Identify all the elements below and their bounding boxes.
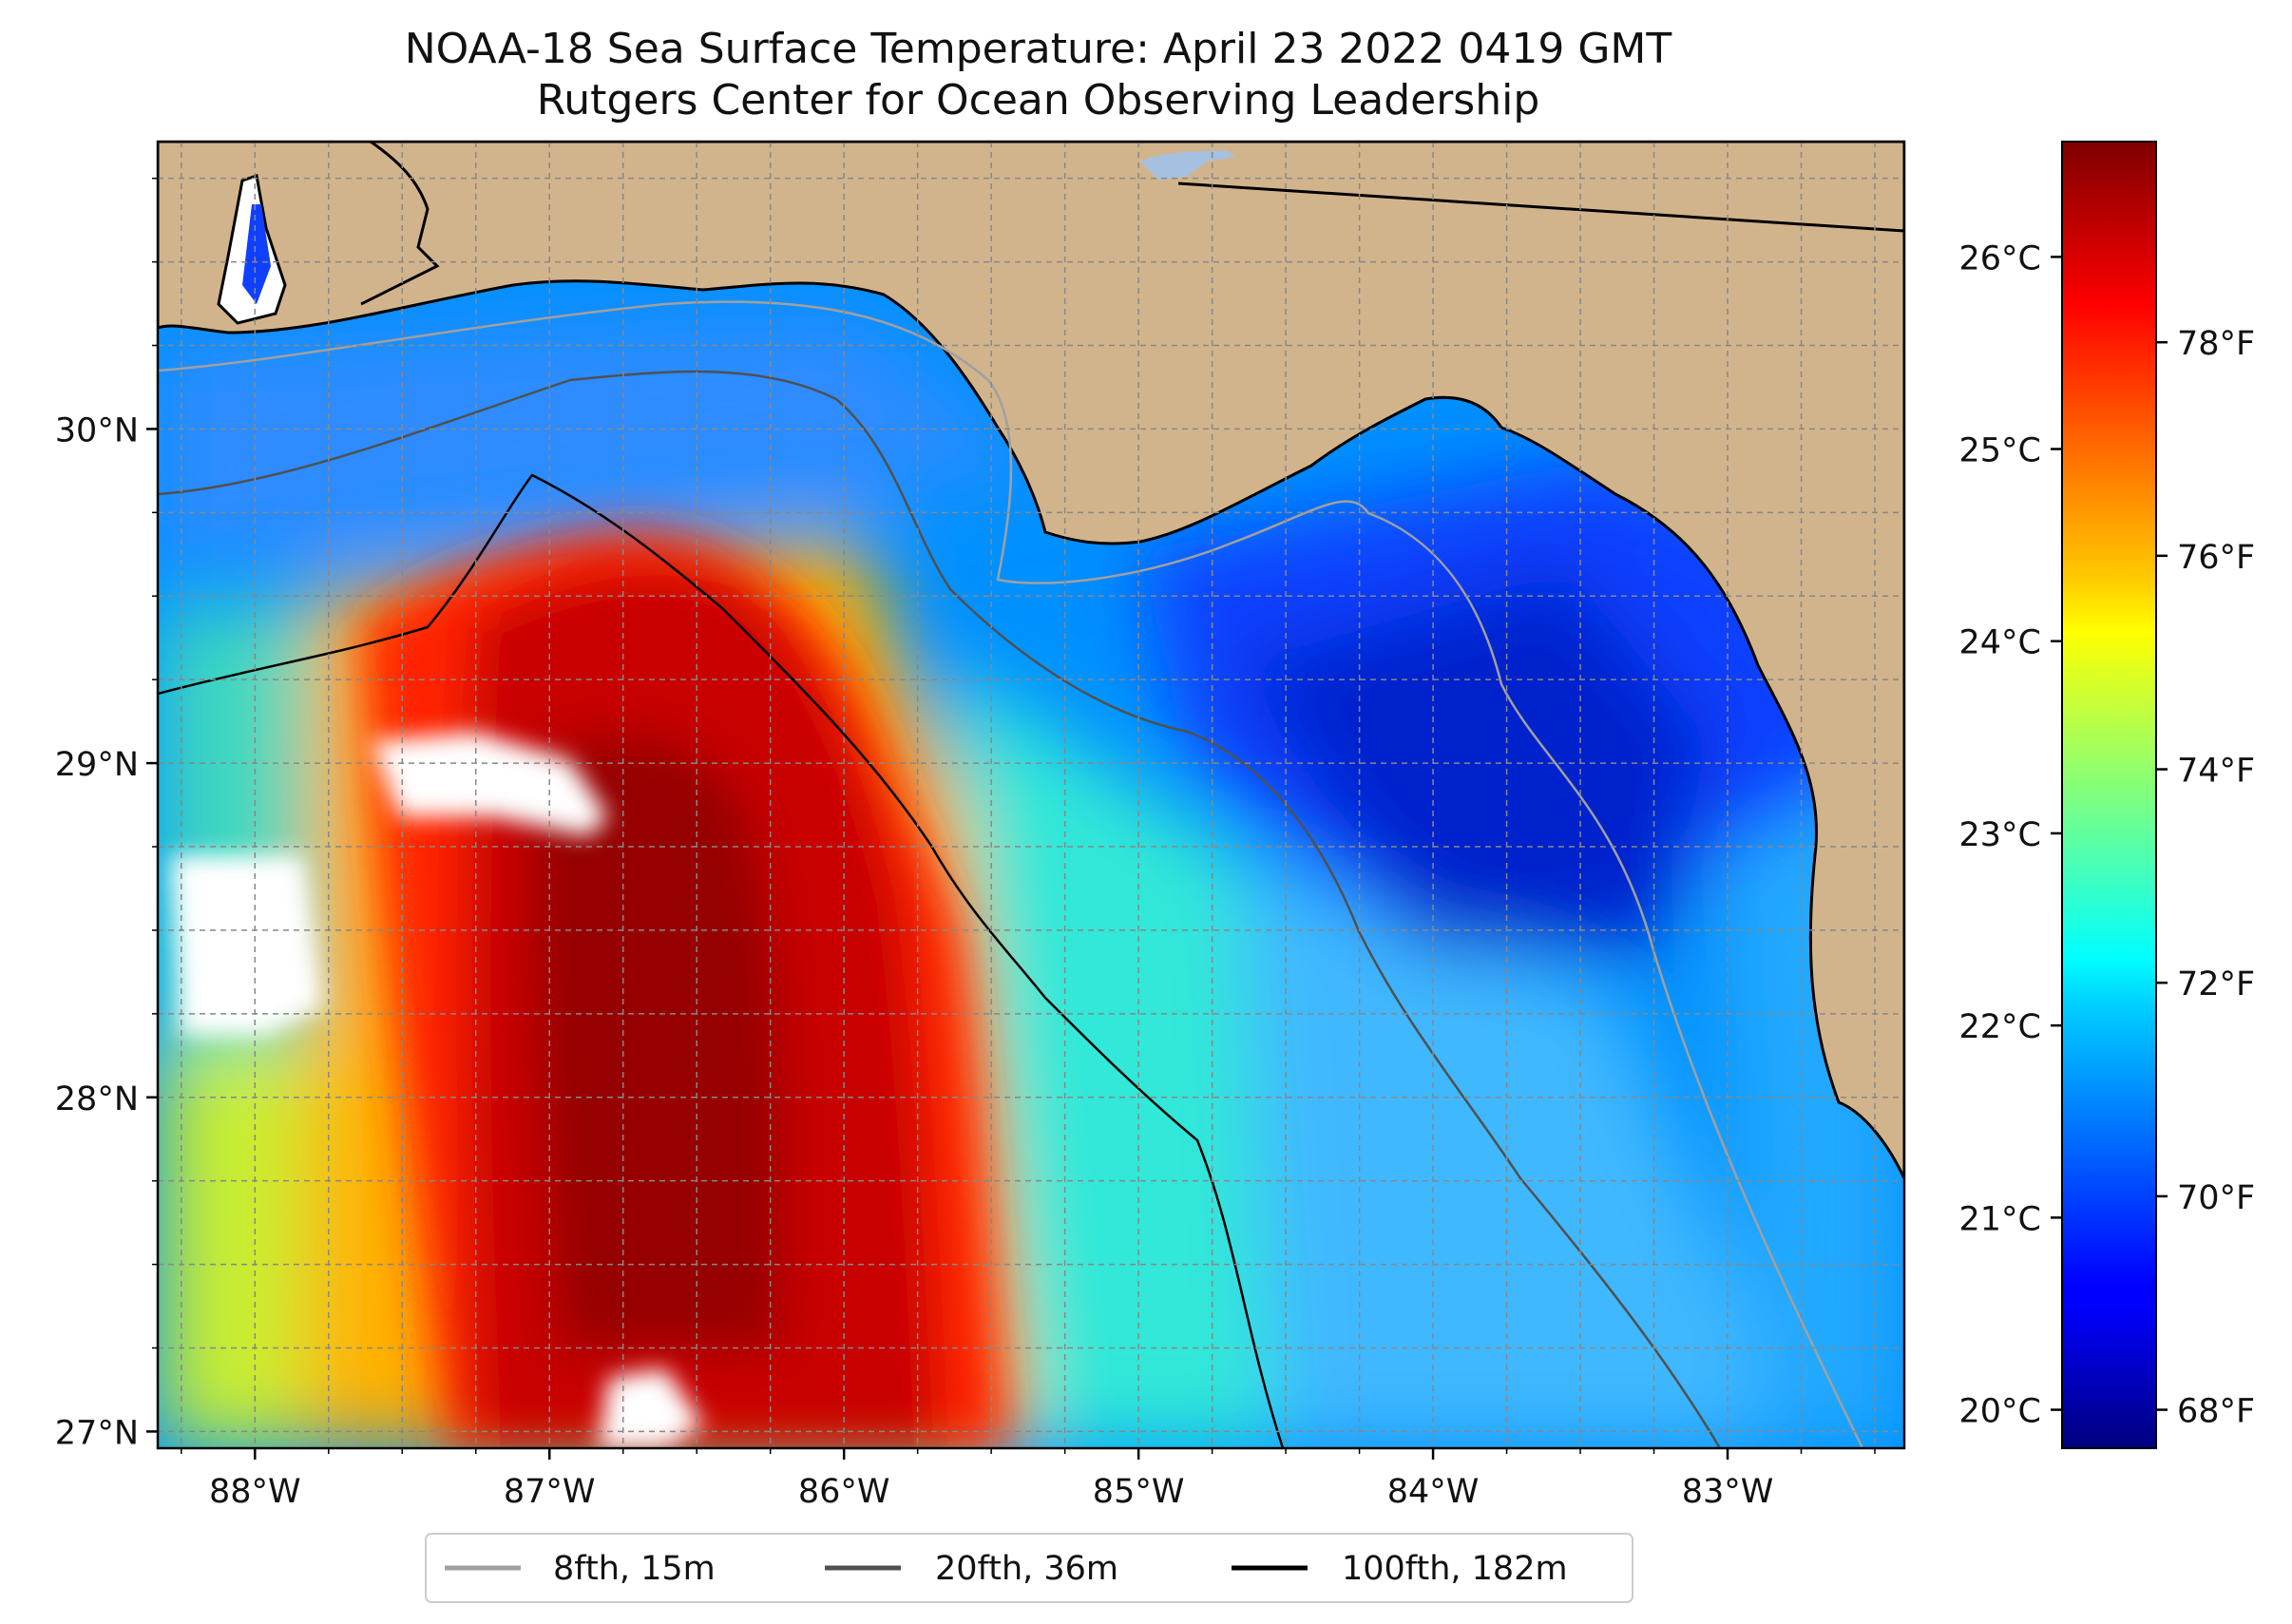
al-fl-boundary	[360, 142, 440, 306]
coastline	[158, 142, 1904, 1179]
legend-box	[425, 1533, 1633, 1603]
celsius-tick-label: 26°C	[1959, 239, 2041, 277]
lon-tick-label: 88°W	[209, 1473, 301, 1511]
state-boundary	[1177, 182, 1904, 233]
latitude-axis: 30°N 29°N 28°N 27°N	[55, 177, 158, 1452]
fahrenheit-tick-label: 74°F	[2177, 753, 2255, 791]
isobaths	[158, 300, 1864, 1448]
lon-tick-label: 86°W	[798, 1473, 890, 1511]
lon-tick-label: 85°W	[1093, 1473, 1185, 1511]
isobath-8fth	[158, 300, 1864, 1448]
celsius-tick-label: 25°C	[1959, 432, 2041, 470]
lat-tick-label: 27°N	[55, 1414, 139, 1452]
fahrenheit-tick-label: 72°F	[2177, 965, 2255, 1003]
legend-label-100fth: 100fth, 182m	[1342, 1550, 1568, 1588]
celsius-tick-label: 23°C	[1959, 816, 2041, 854]
colorbar-fahrenheit-axis: 78°F 76°F 74°F 72°F 70°F 68°F	[2156, 325, 2255, 1431]
lat-tick-label: 29°N	[55, 746, 139, 784]
lon-tick-label: 87°W	[504, 1473, 596, 1511]
longitude-axis: 88°W 87°W 86°W 85°W 84°W 83°W	[181, 1448, 1876, 1511]
lat-tick-label: 30°N	[55, 411, 139, 449]
colorbar: 26°C 25°C 24°C 23°C 22°C 21°C 20°C 78°F 76°F 74°…	[1959, 141, 2255, 1449]
celsius-tick-label: 22°C	[1959, 1008, 2041, 1046]
map-title: NOAA-18 Sea Surface Temperature: April 2…	[404, 25, 1672, 73]
colorbar-gradient	[2061, 141, 2157, 1449]
celsius-tick-label: 20°C	[1959, 1393, 2041, 1431]
map-frame	[156, 140, 1906, 1450]
sst-field	[158, 142, 1904, 1448]
isobath-legend: 8fth, 15m 20fth, 36m 100fth, 182m	[425, 1533, 1633, 1603]
isobath-20fth	[158, 370, 1722, 1448]
cloud-gaps	[171, 732, 703, 1448]
lat-tick-label: 28°N	[55, 1080, 139, 1118]
celsius-tick-label: 21°C	[1959, 1200, 2041, 1238]
celsius-tick-label: 24°C	[1959, 624, 2041, 662]
colorbar-celsius-axis: 26°C 25°C 24°C 23°C 22°C 21°C 20°C	[1959, 239, 2062, 1431]
fahrenheit-tick-label: 76°F	[2177, 539, 2255, 577]
fahrenheit-tick-label: 70°F	[2177, 1179, 2255, 1217]
isobath-100fth	[158, 473, 1285, 1448]
legend-label-20fth: 20fth, 36m	[935, 1550, 1118, 1588]
fahrenheit-tick-label: 68°F	[2177, 1393, 2255, 1431]
legend-label-8fth: 8fth, 15m	[553, 1550, 716, 1588]
fahrenheit-tick-label: 78°F	[2177, 325, 2255, 363]
gridlines	[158, 142, 1904, 1448]
lon-tick-label: 83°W	[1682, 1473, 1774, 1511]
lon-tick-label: 84°W	[1387, 1473, 1480, 1511]
map-subtitle: Rutgers Center for Ocean Observing Leade…	[536, 76, 1540, 124]
mobile-bay-water	[242, 204, 271, 304]
